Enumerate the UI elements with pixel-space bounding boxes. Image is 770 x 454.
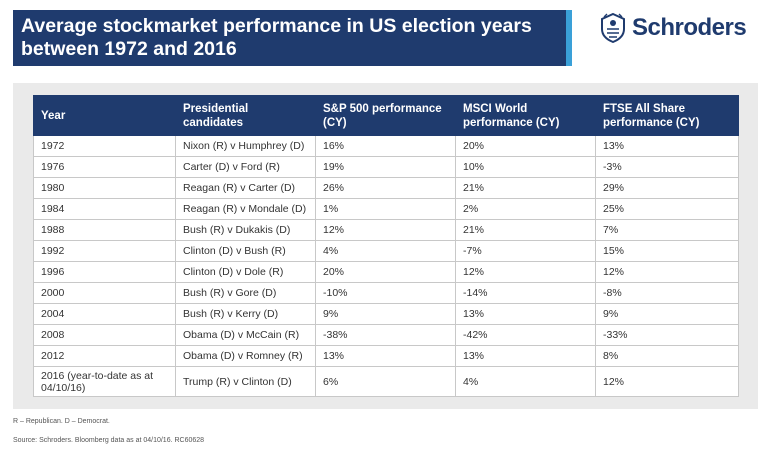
cell-msci-world: 10%	[455, 156, 596, 178]
cell-candidates: Nixon (R) v Humphrey (D)	[175, 135, 316, 157]
cell-sp500: 20%	[315, 261, 456, 283]
cell-msci-world: 4%	[455, 366, 596, 397]
crest-icon	[601, 13, 625, 43]
table-row: 2008 Obama (D) v McCain (R) -38% -42% -33%	[33, 324, 739, 346]
cell-sp500: 4%	[315, 240, 456, 262]
cell-candidates: Bush (R) v Kerry (D)	[175, 303, 316, 325]
cell-msci-world: -7%	[455, 240, 596, 262]
table-header-row: Year Presidential candidates S&P 500 perf…	[33, 95, 739, 136]
schroders-logo: Schroders	[600, 12, 747, 44]
cell-msci-world: 21%	[455, 177, 596, 199]
cell-ftse-all-share: 8%	[595, 345, 739, 367]
cell-year: 1996	[33, 261, 176, 283]
cell-year: 2004	[33, 303, 176, 325]
cell-msci-world: -42%	[455, 324, 596, 346]
cell-year: 1972	[33, 135, 176, 157]
cell-sp500: 13%	[315, 345, 456, 367]
title-line-2: between 1972 and 2016	[21, 38, 237, 60]
party-legend: R – Republican. D – Democrat.	[13, 418, 110, 425]
cell-ftse-all-share: 12%	[595, 366, 739, 397]
table-row: 2004 Bush (R) v Kerry (D) 9% 13% 9%	[33, 303, 739, 325]
cell-msci-world: -14%	[455, 282, 596, 304]
cell-candidates: Obama (D) v Romney (R)	[175, 345, 316, 367]
cell-msci-world: 2%	[455, 198, 596, 220]
cell-year: 2012	[33, 345, 176, 367]
cell-candidates: Bush (R) v Gore (D)	[175, 282, 316, 304]
table-row: 2000 Bush (R) v Gore (D) -10% -14% -8%	[33, 282, 739, 304]
cell-sp500: 1%	[315, 198, 456, 220]
table-row: 1976 Carter (D) v Ford (R) 19% 10% -3%	[33, 156, 739, 178]
cell-year: 2000	[33, 282, 176, 304]
cell-sp500: 16%	[315, 135, 456, 157]
cell-year: 2016 (year-to-date as at 04/10/16)	[33, 366, 176, 397]
cell-msci-world: 13%	[455, 345, 596, 367]
cell-candidates: Carter (D) v Ford (R)	[175, 156, 316, 178]
cell-ftse-all-share: 12%	[595, 261, 739, 283]
cell-ftse-all-share: 25%	[595, 198, 739, 220]
cell-ftse-all-share: 15%	[595, 240, 739, 262]
cell-candidates: Clinton (D) v Bush (R)	[175, 240, 316, 262]
cell-candidates: Reagan (R) v Mondale (D)	[175, 198, 316, 220]
cell-ftse-all-share: 7%	[595, 219, 739, 241]
table-row: 1992 Clinton (D) v Bush (R) 4% -7% 15%	[33, 240, 739, 262]
cell-candidates: Clinton (D) v Dole (R)	[175, 261, 316, 283]
table-row: 1980 Reagan (R) v Carter (D) 26% 21% 29%	[33, 177, 739, 199]
cell-year: 1992	[33, 240, 176, 262]
cell-ftse-all-share: -33%	[595, 324, 739, 346]
header-candidates: Presidential candidates	[175, 95, 316, 136]
logo-text: Schroders	[632, 14, 747, 41]
cell-candidates: Obama (D) v McCain (R)	[175, 324, 316, 346]
table-row: 1996 Clinton (D) v Dole (R) 20% 12% 12%	[33, 261, 739, 283]
cell-sp500: 19%	[315, 156, 456, 178]
table-row: 2016 (year-to-date as at 04/10/16) Trump …	[33, 366, 739, 397]
cell-sp500: 9%	[315, 303, 456, 325]
source-note: Source: Schroders. Bloomberg data as at …	[13, 437, 205, 444]
table-row: 1984 Reagan (R) v Mondale (D) 1% 2% 25%	[33, 198, 739, 220]
page-title: Average stockmarket performance in US el…	[21, 15, 566, 61]
table-row: 1972 Nixon (R) v Humphrey (D) 16% 20% 13%	[33, 135, 739, 157]
cell-candidates: Bush (R) v Dukakis (D)	[175, 219, 316, 241]
cell-sp500: 12%	[315, 219, 456, 241]
cell-year: 1988	[33, 219, 176, 241]
cell-sp500: 6%	[315, 366, 456, 397]
header-year: Year	[33, 95, 176, 136]
cell-ftse-all-share: 9%	[595, 303, 739, 325]
cell-ftse-all-share: 13%	[595, 135, 739, 157]
cell-msci-world: 12%	[455, 261, 596, 283]
election-performance-table: Year Presidential candidates S&P 500 perf…	[33, 95, 739, 397]
cell-year: 2008	[33, 324, 176, 346]
title-accent-bar	[566, 10, 572, 66]
cell-year: 1984	[33, 198, 176, 220]
cell-msci-world: 13%	[455, 303, 596, 325]
header-sp500: S&P 500 performance (CY)	[315, 95, 456, 136]
cell-sp500: 26%	[315, 177, 456, 199]
cell-year: 1980	[33, 177, 176, 199]
cell-year: 1976	[33, 156, 176, 178]
cell-sp500: -38%	[315, 324, 456, 346]
header-ftse-all-share: FTSE All Share performance (CY)	[595, 95, 739, 136]
cell-ftse-all-share: -8%	[595, 282, 739, 304]
title-banner: Average stockmarket performance in US el…	[13, 10, 572, 66]
header-msci-world: MSCI World performance (CY)	[455, 95, 596, 136]
table-panel: Year Presidential candidates S&P 500 perf…	[13, 83, 758, 409]
title-line-1: Average stockmarket performance in US el…	[21, 15, 532, 37]
cell-candidates: Trump (R) v Clinton (D)	[175, 366, 316, 397]
cell-ftse-all-share: 29%	[595, 177, 739, 199]
table-row: 2012 Obama (D) v Romney (R) 13% 13% 8%	[33, 345, 739, 367]
cell-msci-world: 21%	[455, 219, 596, 241]
cell-candidates: Reagan (R) v Carter (D)	[175, 177, 316, 199]
table-row: 1988 Bush (R) v Dukakis (D) 12% 21% 7%	[33, 219, 739, 241]
cell-msci-world: 20%	[455, 135, 596, 157]
cell-sp500: -10%	[315, 282, 456, 304]
cell-ftse-all-share: -3%	[595, 156, 739, 178]
